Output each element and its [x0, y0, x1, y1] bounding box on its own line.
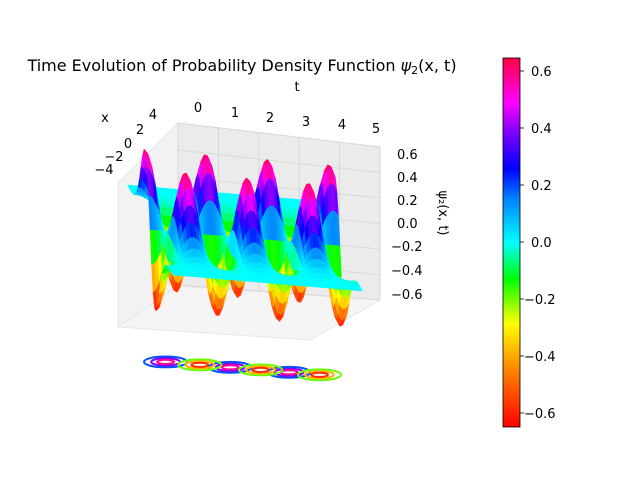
surface-patch — [357, 287, 363, 292]
t-axis-label: t — [294, 80, 299, 95]
contour-line — [190, 361, 210, 368]
contour-line — [296, 368, 343, 382]
contour-line — [251, 366, 271, 373]
t-tick: 1 — [231, 106, 239, 121]
x-tick: 2 — [136, 123, 144, 138]
z-tick: 0.6 — [397, 148, 418, 163]
colorbar-tick: −0.2 — [524, 293, 556, 308]
colorbar-tick: 0.2 — [531, 179, 552, 194]
surface-plot — [127, 148, 363, 327]
contour-line — [220, 364, 240, 371]
x-axis: x 4 2 0 −2 −4 — [94, 108, 157, 178]
x-tick: 4 — [149, 108, 157, 123]
contour-line — [273, 367, 305, 377]
contour-line — [184, 360, 216, 370]
t-tick: 5 — [372, 122, 380, 137]
x-tick: −4 — [94, 163, 113, 178]
z-tick: 0.4 — [397, 171, 418, 186]
t-tick: 0 — [194, 101, 202, 116]
chart-title: Time Evolution of Probability Density Fu… — [27, 56, 457, 77]
contour-line — [279, 369, 299, 376]
z-tick: −0.4 — [391, 264, 423, 279]
z-axis-label: ψ₂(x, t) — [435, 191, 450, 236]
colorbar: 0.6 0.4 0.2 0.0 −0.2 −0.4 −0.6 — [502, 57, 556, 428]
t-tick: 4 — [338, 118, 346, 133]
contour-line — [156, 358, 176, 365]
colorbar-tick: 0.6 — [531, 65, 552, 80]
x-tick: −2 — [104, 150, 123, 165]
colorbar-tick: −0.6 — [524, 407, 556, 422]
colorbar-strip — [502, 57, 521, 428]
x-axis-label: x — [101, 111, 109, 126]
contour-line — [238, 363, 284, 377]
contour-line — [310, 371, 329, 378]
z-tick: 0.2 — [397, 194, 418, 209]
t-axis: t 0 1 2 3 4 5 — [194, 80, 380, 137]
colorbar-tick: 0.4 — [531, 122, 552, 137]
contour-line — [304, 370, 335, 380]
contour-line — [245, 365, 277, 375]
contour-projection — [143, 355, 343, 382]
z-tick: −0.6 — [391, 288, 423, 303]
contour-line — [177, 358, 223, 372]
x-tick: 0 — [124, 137, 132, 152]
colorbar-tick: 0.0 — [531, 236, 552, 251]
t-tick: 2 — [266, 111, 274, 126]
contour-line — [143, 355, 189, 369]
t-tick: 3 — [302, 115, 310, 130]
z-axis: 0.6 0.4 0.2 0.0 −0.2 −0.4 −0.6 ψ₂(x, t) — [391, 148, 450, 303]
colorbar-tick: −0.4 — [524, 350, 556, 365]
z-tick: −0.2 — [391, 240, 423, 255]
z-tick: 0.0 — [397, 217, 418, 232]
